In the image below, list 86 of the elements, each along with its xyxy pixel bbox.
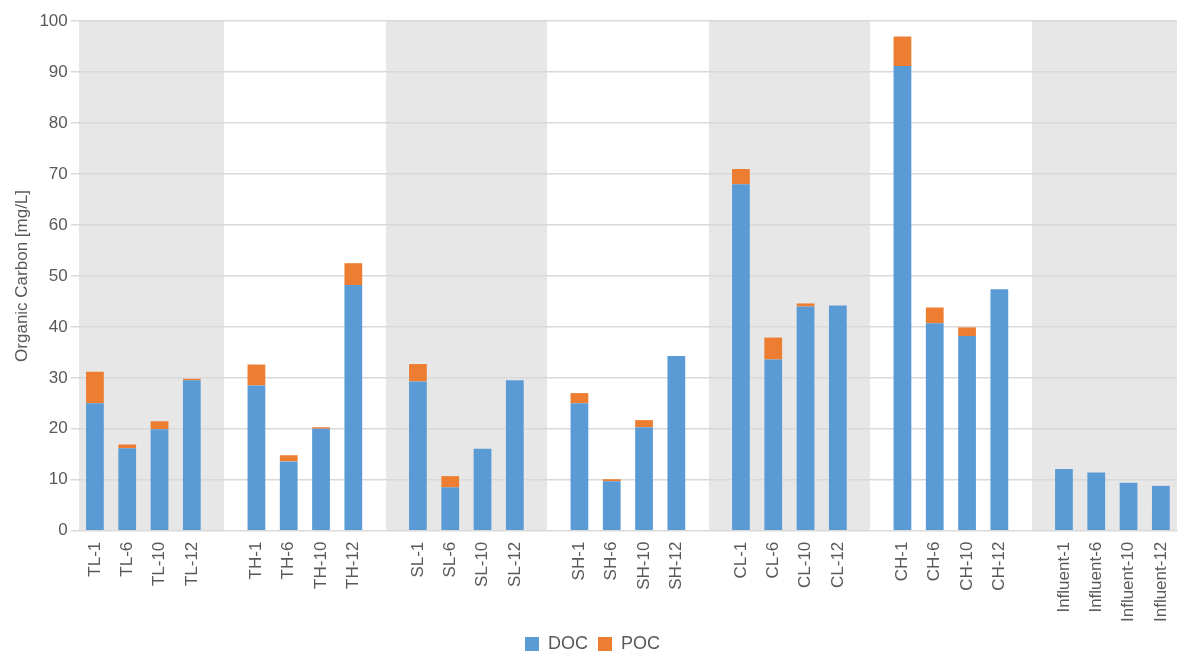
y-tick-label: 100	[39, 10, 68, 30]
y-tick-label: 90	[48, 61, 68, 81]
bar	[570, 393, 589, 404]
bar	[344, 285, 363, 530]
y-tick-label: 40	[48, 316, 68, 336]
bar	[925, 307, 944, 324]
bar	[409, 364, 427, 382]
y-axis-title: Organic Carbon [mg/L]	[11, 189, 31, 362]
bar	[409, 381, 427, 530]
bar	[182, 380, 201, 530]
legend-label: DOC	[548, 632, 588, 653]
x-tick-label: SL-12	[504, 541, 524, 588]
x-tick-label: Influent-1	[1053, 541, 1073, 613]
bar	[828, 305, 847, 530]
bar	[1151, 485, 1170, 530]
y-tick-label: 60	[48, 214, 68, 234]
bar	[796, 303, 815, 307]
bar	[1119, 482, 1138, 530]
bar	[667, 355, 686, 530]
bar	[505, 380, 524, 530]
x-tick-label: TH-12	[343, 541, 363, 589]
bar	[893, 66, 912, 530]
bar	[893, 36, 912, 67]
bar	[86, 371, 104, 404]
bar	[247, 364, 266, 386]
bar	[990, 289, 1009, 530]
bar	[1055, 469, 1073, 530]
x-tick-label: Influent-6	[1085, 541, 1105, 613]
bar	[312, 428, 330, 530]
x-tick-label: CH-1	[892, 541, 912, 582]
bar	[796, 306, 815, 530]
x-tick-label: Influent-12	[1150, 541, 1170, 623]
x-tick-label: CL-6	[762, 541, 782, 579]
bar	[441, 487, 460, 530]
x-tick-label: TH-6	[278, 541, 298, 580]
x-tick-label: CL-10	[795, 541, 815, 588]
bar	[958, 327, 976, 337]
bar	[602, 481, 621, 530]
bar	[247, 385, 266, 530]
bar	[150, 429, 169, 530]
bar	[279, 455, 298, 462]
y-tick-label: 20	[48, 418, 68, 438]
x-tick-label: TL-10	[149, 541, 169, 587]
x-tick-label: SL-1	[407, 541, 427, 578]
bar	[635, 420, 653, 428]
bar	[635, 427, 653, 530]
bar	[958, 336, 976, 530]
y-tick-label: 0	[58, 520, 68, 540]
x-tick-label: TL-12	[181, 541, 201, 587]
x-tick-label: SH-1	[569, 541, 589, 581]
x-tick-label: CH-12	[989, 541, 1009, 591]
y-tick-label: 10	[48, 469, 68, 489]
bar	[732, 184, 750, 530]
y-tick-label: 70	[48, 163, 68, 183]
y-tick-label: 30	[48, 367, 68, 387]
bar	[344, 263, 363, 286]
x-tick-label: SL-6	[439, 541, 459, 578]
x-tick-label: CL-1	[730, 541, 750, 579]
bar	[925, 323, 944, 530]
legend-label: POC	[621, 632, 661, 653]
bar	[602, 479, 621, 482]
bar	[764, 337, 783, 360]
x-tick-label: TL-1	[84, 541, 104, 577]
y-tick-label: 50	[48, 265, 68, 285]
x-tick-label: Influent-10	[1118, 541, 1138, 623]
x-tick-label: TH-10	[310, 541, 330, 589]
bar	[279, 461, 298, 530]
x-tick-label: CH-6	[924, 541, 944, 582]
x-tick-label: SH-10	[633, 541, 653, 590]
y-tick-label: 80	[48, 112, 68, 132]
x-tick-label: CH-10	[956, 541, 976, 591]
bar	[86, 403, 104, 530]
bar	[150, 421, 169, 430]
bar	[764, 359, 783, 530]
bar	[473, 448, 492, 530]
bar	[570, 403, 589, 530]
bar	[1087, 472, 1106, 530]
x-tick-label: CL-12	[827, 541, 847, 588]
x-tick-label: SL-10	[472, 541, 492, 588]
bar	[441, 476, 460, 488]
x-tick-label: TL-6	[116, 541, 136, 577]
bar	[118, 448, 137, 530]
bar	[732, 168, 750, 185]
x-tick-label: SH-6	[601, 541, 621, 581]
x-tick-label: SH-12	[666, 541, 686, 590]
x-tick-label: TH-1	[246, 541, 266, 580]
